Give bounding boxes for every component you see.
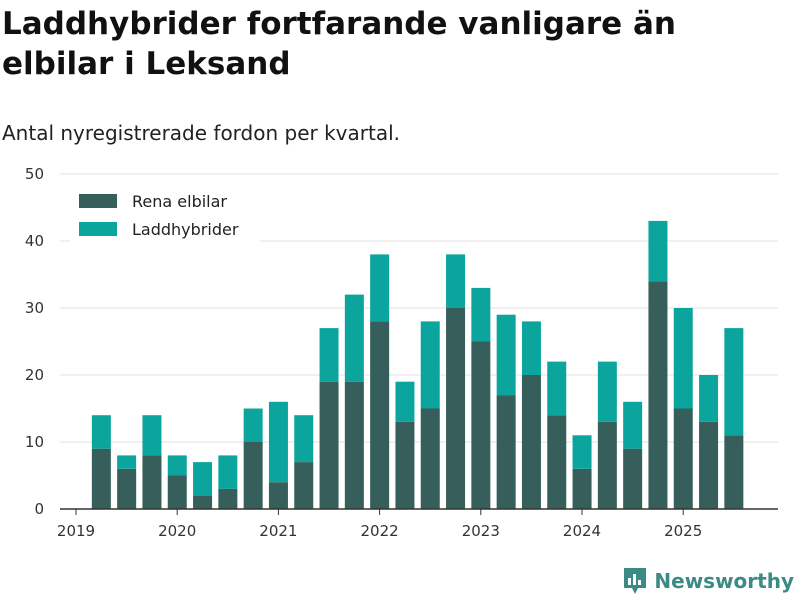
- legend-label-laddhybrider: Laddhybrider: [132, 220, 239, 239]
- bars: [91, 220, 744, 509]
- bar-laddhybrider: [218, 455, 238, 489]
- bar-rena-elbilar: [420, 408, 440, 509]
- bar-laddhybrider: [294, 415, 314, 463]
- bar-laddhybrider: [344, 294, 364, 382]
- bar-rena-elbilar: [193, 495, 213, 509]
- y-tick-label: 40: [25, 232, 44, 250]
- x-tick-label: 2025: [664, 522, 702, 540]
- bar-rena-elbilar: [344, 381, 364, 509]
- bar-laddhybrider: [370, 254, 390, 322]
- legend-swatch-laddhybrider: [79, 222, 117, 236]
- bar-rena-elbilar: [597, 421, 617, 509]
- y-tick-label: 20: [25, 366, 44, 384]
- x-tick-label: 2023: [462, 522, 500, 540]
- bar-rena-elbilar: [268, 482, 288, 509]
- legend-swatch-rena-elbilar: [79, 194, 117, 208]
- brand-name: Newsworthy: [654, 569, 794, 593]
- bar-rena-elbilar: [142, 455, 162, 509]
- bar-laddhybrider: [395, 381, 415, 422]
- bar-laddhybrider: [268, 401, 288, 483]
- x-tick-label: 2021: [259, 522, 297, 540]
- bar-rena-elbilar: [724, 435, 744, 509]
- bar-rena-elbilar: [471, 341, 491, 509]
- x-tick-label: 2020: [158, 522, 196, 540]
- bar-laddhybrider: [521, 321, 541, 375]
- bar-laddhybrider: [117, 455, 137, 469]
- y-axis-ticks: 0 10 20 30 40 50: [25, 165, 44, 518]
- bar-laddhybrider: [471, 287, 491, 342]
- bar-rena-elbilar: [699, 421, 719, 509]
- bar-rena-elbilar: [648, 281, 668, 509]
- bar-rena-elbilar: [547, 415, 567, 509]
- bar-laddhybrider: [572, 435, 592, 469]
- bar-rena-elbilar: [294, 462, 314, 509]
- newsworthy-logo-icon: [624, 568, 647, 594]
- bar-rena-elbilar: [370, 321, 390, 509]
- bar-laddhybrider: [623, 401, 643, 449]
- bar-rena-elbilar: [673, 408, 693, 509]
- bar-rena-elbilar: [572, 468, 592, 509]
- bar-laddhybrider: [597, 361, 617, 422]
- y-tick-label: 0: [34, 500, 44, 518]
- bar-laddhybrider: [547, 361, 567, 416]
- chart-subtitle: Antal nyregistrerade fordon per kvartal.: [2, 121, 401, 145]
- bar-laddhybrider: [446, 254, 466, 308]
- bar-rena-elbilar: [167, 475, 187, 509]
- x-axis: 2019 2020 2021 2022 2023 2024 2025: [57, 508, 778, 540]
- brand-logo: Newsworthy: [622, 566, 794, 596]
- bar-laddhybrider: [673, 308, 693, 409]
- x-tick-label: 2024: [563, 522, 601, 540]
- bar-rena-elbilar: [319, 381, 339, 509]
- bar-rena-elbilar: [117, 468, 137, 509]
- bar-laddhybrider: [420, 321, 440, 409]
- bar-laddhybrider: [91, 415, 111, 449]
- bar-rena-elbilar: [243, 442, 263, 509]
- legend: Rena elbilar Laddhybrider: [70, 184, 260, 244]
- bar-laddhybrider: [496, 314, 516, 396]
- y-tick-label: 50: [25, 165, 44, 183]
- bar-laddhybrider: [142, 415, 162, 456]
- bar-rena-elbilar: [446, 308, 466, 509]
- bar-laddhybrider: [699, 375, 719, 422]
- stacked-bar-chart: 0 10 20 30 40 50 2019 2020 2021 2022 2023 2024 2025…: [25, 165, 778, 540]
- y-tick-label: 30: [25, 299, 44, 317]
- legend-label-rena-elbilar: Rena elbilar: [132, 192, 227, 211]
- bar-rena-elbilar: [623, 448, 643, 509]
- bar-rena-elbilar: [91, 448, 111, 509]
- bar-rena-elbilar: [496, 395, 516, 509]
- x-tick-label: 2022: [361, 522, 399, 540]
- bar-laddhybrider: [319, 328, 339, 382]
- x-tick-label: 2019: [57, 522, 95, 540]
- bar-rena-elbilar: [395, 421, 415, 509]
- bar-laddhybrider: [724, 328, 744, 436]
- bar-laddhybrider: [167, 455, 187, 476]
- bar-laddhybrider: [648, 220, 668, 282]
- bar-laddhybrider: [243, 408, 263, 442]
- chart-title: Laddhybrider fortfarande vanligare än el…: [2, 6, 676, 82]
- bar-rena-elbilar: [521, 375, 541, 509]
- bar-rena-elbilar: [218, 488, 238, 509]
- y-tick-label: 10: [25, 433, 44, 451]
- bar-laddhybrider: [193, 462, 213, 496]
